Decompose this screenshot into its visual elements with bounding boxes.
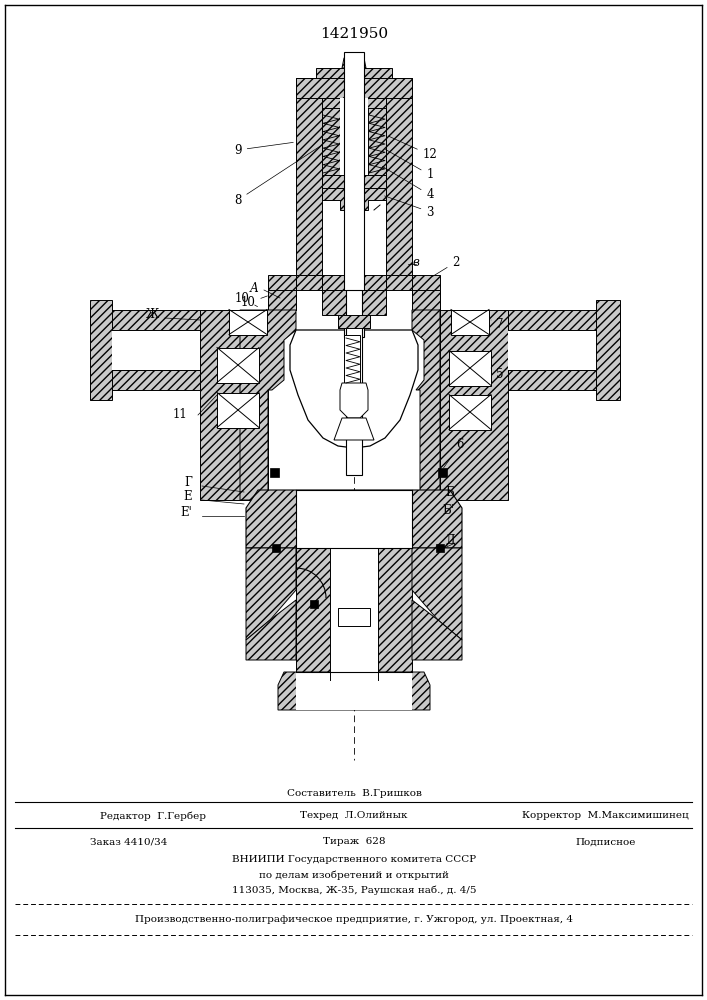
Text: 6: 6: [443, 438, 464, 468]
Bar: [296, 490, 412, 548]
Polygon shape: [268, 290, 296, 330]
Text: 1421950: 1421950: [320, 27, 388, 41]
Polygon shape: [322, 290, 386, 328]
Polygon shape: [412, 290, 440, 330]
Polygon shape: [508, 370, 620, 390]
Bar: [112, 330, 200, 370]
Polygon shape: [90, 310, 200, 330]
Text: Е: Е: [184, 490, 192, 504]
Text: Корректор  М.Максимишинец: Корректор М.Максимишинец: [522, 812, 689, 820]
Text: Д: Д: [445, 534, 455, 546]
Bar: [310, 600, 318, 608]
Polygon shape: [322, 275, 386, 310]
Polygon shape: [278, 672, 430, 710]
Polygon shape: [412, 275, 440, 310]
Bar: [508, 330, 596, 370]
Polygon shape: [338, 315, 370, 328]
Text: 1: 1: [385, 149, 433, 182]
Polygon shape: [290, 330, 418, 448]
Polygon shape: [268, 275, 296, 310]
Polygon shape: [240, 310, 296, 500]
Polygon shape: [296, 78, 322, 275]
Polygon shape: [412, 548, 462, 640]
Text: 2: 2: [433, 255, 460, 277]
Text: Е': Е': [180, 506, 192, 520]
Polygon shape: [246, 548, 296, 640]
Text: Заказ 4410/34: Заказ 4410/34: [90, 838, 168, 846]
Text: 3: 3: [385, 196, 434, 219]
Polygon shape: [322, 175, 386, 200]
Text: Техред  Л.Олийнык: Техред Л.Олийнык: [300, 812, 408, 820]
Bar: [340, 98, 368, 238]
Text: 9: 9: [234, 142, 293, 156]
Bar: [338, 608, 370, 626]
Polygon shape: [296, 78, 412, 98]
Polygon shape: [322, 98, 340, 175]
Text: Б': Б': [442, 504, 454, 516]
Text: Тираж  628: Тираж 628: [323, 838, 385, 846]
Polygon shape: [412, 310, 440, 500]
Text: 4: 4: [382, 166, 434, 202]
Text: ВНИИПИ Государственного комитета СССР: ВНИИПИ Государственного комитета СССР: [232, 856, 476, 864]
Polygon shape: [386, 78, 412, 275]
Text: Составитель  В.Гришков: Составитель В.Гришков: [286, 788, 421, 798]
Polygon shape: [334, 418, 374, 440]
Bar: [217, 348, 259, 382]
Text: 113035, Москва, Ж-35, Раушская наб., д. 4/5: 113035, Москва, Ж-35, Раушская наб., д. …: [232, 885, 477, 895]
Polygon shape: [340, 383, 368, 418]
Polygon shape: [386, 275, 412, 290]
Text: Г: Г: [184, 477, 192, 489]
Polygon shape: [368, 98, 386, 175]
Text: 7: 7: [491, 318, 504, 332]
Bar: [330, 548, 378, 680]
Polygon shape: [296, 275, 322, 290]
Bar: [346, 290, 362, 475]
Text: 10: 10: [235, 292, 257, 307]
Text: по делам изобретений и открытий: по делам изобретений и открытий: [259, 870, 449, 880]
Bar: [436, 544, 444, 552]
Polygon shape: [200, 310, 268, 500]
Bar: [270, 468, 279, 477]
Polygon shape: [246, 490, 462, 548]
Text: в: в: [413, 255, 419, 268]
Bar: [344, 52, 364, 337]
Polygon shape: [412, 600, 462, 660]
Bar: [451, 310, 489, 334]
Text: Б: Б: [445, 486, 455, 498]
Text: 11: 11: [173, 408, 187, 422]
Bar: [217, 392, 259, 428]
Polygon shape: [322, 98, 386, 108]
Bar: [438, 468, 447, 477]
Polygon shape: [322, 188, 386, 210]
Text: Редактор  Г.Гербер: Редактор Г.Гербер: [100, 811, 206, 821]
Text: 12: 12: [389, 136, 438, 161]
Bar: [340, 290, 368, 310]
Bar: [449, 351, 491, 385]
Polygon shape: [342, 58, 366, 68]
Bar: [344, 335, 360, 385]
Bar: [296, 672, 412, 710]
Polygon shape: [246, 600, 296, 660]
Bar: [449, 394, 491, 430]
Bar: [272, 544, 280, 552]
Polygon shape: [296, 548, 412, 680]
Polygon shape: [596, 300, 620, 400]
Polygon shape: [90, 300, 112, 400]
Text: Подписное: Подписное: [575, 838, 636, 846]
Text: 5: 5: [491, 368, 504, 381]
Text: А: А: [250, 282, 259, 294]
Polygon shape: [508, 310, 620, 330]
Polygon shape: [90, 370, 200, 390]
Polygon shape: [316, 68, 392, 78]
Polygon shape: [348, 52, 360, 58]
Polygon shape: [440, 310, 508, 500]
Text: 10: 10: [240, 296, 267, 310]
Text: Производственно-полиграфическое предприятие, г. Ужгород, ул. Проектная, 4: Производственно-полиграфическое предприя…: [135, 916, 573, 924]
Bar: [229, 310, 267, 334]
Text: 8: 8: [234, 147, 320, 207]
Text: Ж: Ж: [146, 308, 158, 322]
